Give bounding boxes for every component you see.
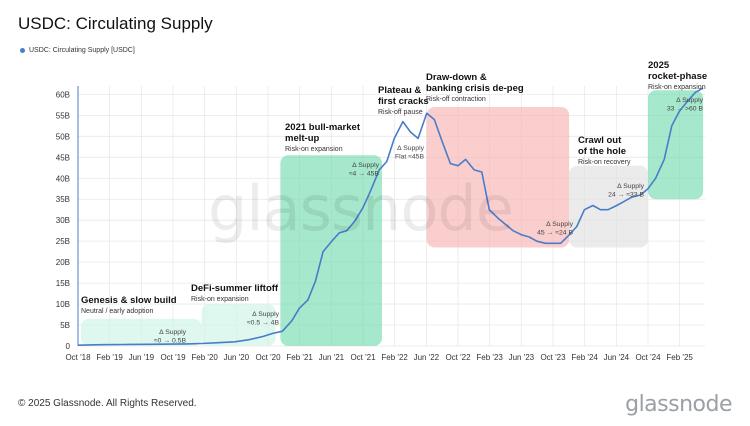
x-tick-label: Feb '25	[666, 353, 693, 362]
y-axis-ticks: 0 5B 10B 15B 20B 25B 30B 35B 40B 45B 50B 55B 60B	[56, 90, 71, 351]
region-title: 2025	[648, 60, 670, 71]
y-tick-label: 15B	[56, 279, 70, 288]
y-tick-label: 45B	[56, 153, 70, 162]
y-tick-label: 20B	[56, 258, 70, 267]
region-delta: Δ Supply	[676, 97, 703, 104]
y-tick-label: 5B	[60, 321, 70, 330]
x-tick-label: Feb '23	[476, 353, 503, 362]
x-tick-label: Feb '24	[571, 353, 598, 362]
region-title: 2021 bull-market	[285, 122, 361, 133]
region-title: Plateau &	[378, 85, 421, 96]
x-tick-label: Oct '19	[160, 353, 186, 362]
legend-label: USDC: Circulating Supply [USDC]	[29, 47, 135, 54]
annotation-labels: Genesis & slow build Neutral / early adop…	[81, 60, 707, 345]
x-tick-label: Feb '20	[191, 353, 218, 362]
region-crawl	[569, 165, 648, 248]
x-axis-ticks: Oct '18 Feb '19 Jun '19 Oct '19 Feb '20 Jun '…	[65, 353, 693, 362]
region-delta: Δ Supply	[252, 311, 279, 318]
x-tick-label: Oct '23	[540, 353, 566, 362]
region-title: first cracks	[378, 96, 429, 107]
region-subtitle: Risk-on expansion	[191, 296, 249, 303]
region-title: Draw-down &	[426, 72, 487, 83]
region-delta: Δ Supply	[352, 162, 379, 169]
x-tick-label: Oct '18	[65, 353, 91, 362]
region-title: banking crisis de-peg	[426, 83, 524, 94]
x-tick-label: Feb '19	[96, 353, 123, 362]
x-tick-label: Jun '22	[414, 353, 440, 362]
region-title: of the hole	[578, 146, 626, 157]
y-tick-label: 25B	[56, 237, 70, 246]
region-subtitle: Risk-on expansion	[285, 146, 343, 153]
region-delta: Flat ≈45B	[395, 154, 425, 161]
region-rocket	[648, 90, 704, 200]
series-line-group	[77, 87, 704, 346]
x-tick-label: Feb '21	[286, 353, 313, 362]
region-genesis	[80, 318, 202, 346]
region-delta: Δ Supply	[159, 329, 186, 336]
region-delta: ≈0.5 → 4B	[247, 320, 280, 327]
region-delta: 24 → ≈33 B	[608, 192, 644, 199]
annotation-regions	[80, 90, 704, 346]
region-bull	[280, 155, 382, 346]
region-title: melt-up	[285, 133, 320, 144]
chart-title: USDC: Circulating Supply	[18, 14, 213, 33]
legend[interactable]: USDC: Circulating Supply [USDC]	[20, 47, 135, 54]
region-subtitle: Risk-off pause	[378, 109, 423, 116]
region-delta: Δ Supply	[617, 183, 644, 190]
region-delta: Δ Supply	[397, 145, 424, 152]
region-title: rocket-phase	[648, 71, 707, 82]
x-tick-label: Jun '24	[604, 353, 630, 362]
series-line	[77, 87, 704, 346]
x-tick-label: Oct '20	[255, 353, 281, 362]
region-delta: ≈4 → 45B	[349, 171, 380, 178]
x-tick-label: Jun '21	[319, 353, 345, 362]
region-subtitle: Risk-on expansion	[648, 84, 706, 91]
region-delta: ≈0 → 0.5B	[154, 338, 187, 345]
x-tick-label: Oct '24	[635, 353, 661, 362]
legend-dot-icon	[20, 48, 25, 53]
region-subtitle: Neutral / early adoption	[81, 308, 153, 315]
y-tick-label: 55B	[56, 111, 70, 120]
y-tick-label: 35B	[56, 195, 70, 204]
x-tick-label: Feb '22	[381, 353, 408, 362]
region-drawdown	[426, 106, 570, 248]
y-tick-label: 10B	[56, 300, 70, 309]
region-title: Genesis & slow build	[81, 295, 177, 306]
y-tick-label: 0	[66, 342, 71, 351]
region-delta: 33 → >60 B	[667, 106, 704, 113]
x-tick-label: Oct '22	[445, 353, 471, 362]
y-tick-label: 60B	[56, 90, 70, 99]
y-tick-label: 40B	[56, 174, 70, 183]
region-title: Crawl out	[578, 135, 622, 146]
watermark: glassnode	[208, 172, 514, 245]
region-title: DeFi-summer liftoff	[191, 283, 279, 294]
region-delta: 45 → ≈24 B	[537, 230, 573, 237]
brand-logo[interactable]: glassnode	[625, 392, 732, 417]
x-tick-label: Jun '23	[509, 353, 535, 362]
y-tick-label: 30B	[56, 216, 70, 225]
region-subtitle: Risk-on recovery	[578, 159, 631, 166]
copyright-text: © 2025 Glassnode. All Rights Reserved.	[18, 398, 197, 409]
region-subtitle: Risk-off contraction	[426, 96, 486, 103]
y-tick-label: 50B	[56, 132, 70, 141]
region-defi	[201, 304, 276, 346]
x-tick-label: Jun '19	[129, 353, 155, 362]
region-delta: Δ Supply	[546, 221, 573, 228]
x-tick-label: Oct '21	[350, 353, 376, 362]
x-tick-label: Jun '20	[224, 353, 250, 362]
